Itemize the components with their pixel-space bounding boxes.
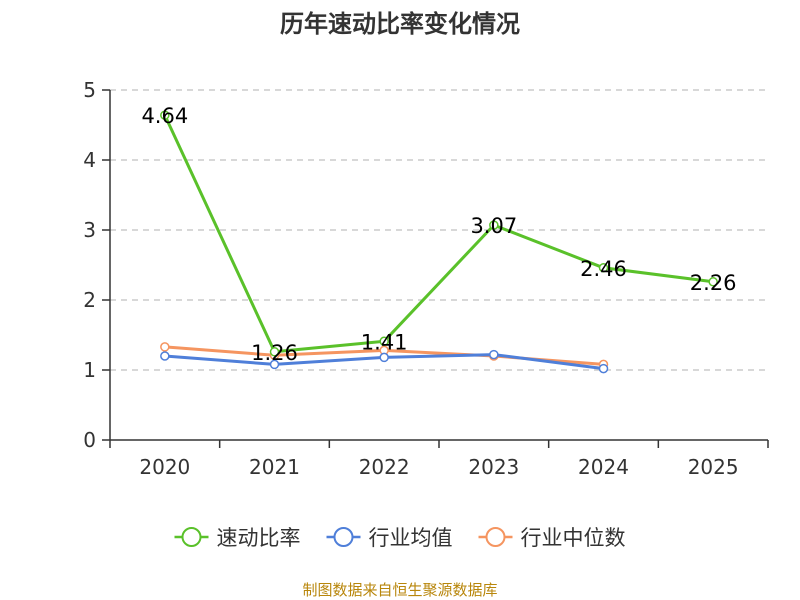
y-tick-label: 4: [83, 148, 96, 172]
data-point: [379, 352, 389, 363]
data-point: [269, 347, 280, 357]
data-label: 4.64: [141, 104, 188, 128]
legend-label: 速动比率: [217, 526, 301, 550]
data-point: [160, 342, 170, 352]
legend-label: 行业均值: [369, 526, 453, 550]
chart-title: 历年速动比率变化情况: [280, 10, 520, 38]
data-point: [379, 336, 389, 347]
legend-marker: [181, 527, 202, 547]
data-point: [269, 359, 280, 370]
x-tick-label: 2022: [359, 455, 410, 479]
x-tick-label: 2024: [578, 455, 629, 479]
data-label: 2.26: [690, 271, 737, 295]
legend-marker: [333, 527, 354, 547]
y-tick-label: 5: [83, 78, 96, 102]
legend-item: 速动比率: [174, 526, 301, 550]
y-tick-label: 2: [83, 288, 96, 312]
legend-item: 行业均值: [326, 526, 453, 550]
data-point: [598, 263, 609, 273]
legend-marker: [485, 527, 506, 547]
data-label-layer: 4.64 1.26 1.41 3.07 2.46 2.26: [141, 104, 736, 365]
legend: 速动比率 行业均值 行业中位数: [174, 526, 626, 550]
y-tick-label: 1: [83, 358, 96, 382]
x-tick-label: 2020: [139, 455, 190, 479]
x-tick-label: 2023: [468, 455, 519, 479]
y-tick-label: 0: [83, 428, 96, 452]
data-label: 1.41: [361, 330, 408, 354]
data-label: 2.46: [580, 257, 627, 281]
data-point: [708, 277, 718, 287]
series-layer: [160, 110, 718, 374]
legend-item: 行业中位数: [478, 526, 626, 550]
series-line: [163, 114, 714, 354]
source-note: 制图数据来自恒生聚源数据库: [302, 581, 497, 599]
data-point: [489, 220, 499, 230]
data-label: 1.26: [251, 341, 298, 365]
y-tick-label: 3: [83, 218, 96, 242]
data-label: 3.07: [470, 214, 517, 238]
data-point: [160, 351, 170, 361]
data-point: [160, 110, 170, 120]
x-tick-label: 2025: [688, 455, 739, 479]
x-tick-label: 2021: [249, 455, 300, 479]
data-point: [598, 363, 609, 374]
axis-layer: 0 1 2 3 4 5 2020 2021 2022 2023 2024 2025: [83, 78, 769, 479]
data-point: [489, 349, 499, 360]
legend-label: 行业中位数: [521, 526, 626, 550]
grid-layer: [110, 89, 768, 371]
